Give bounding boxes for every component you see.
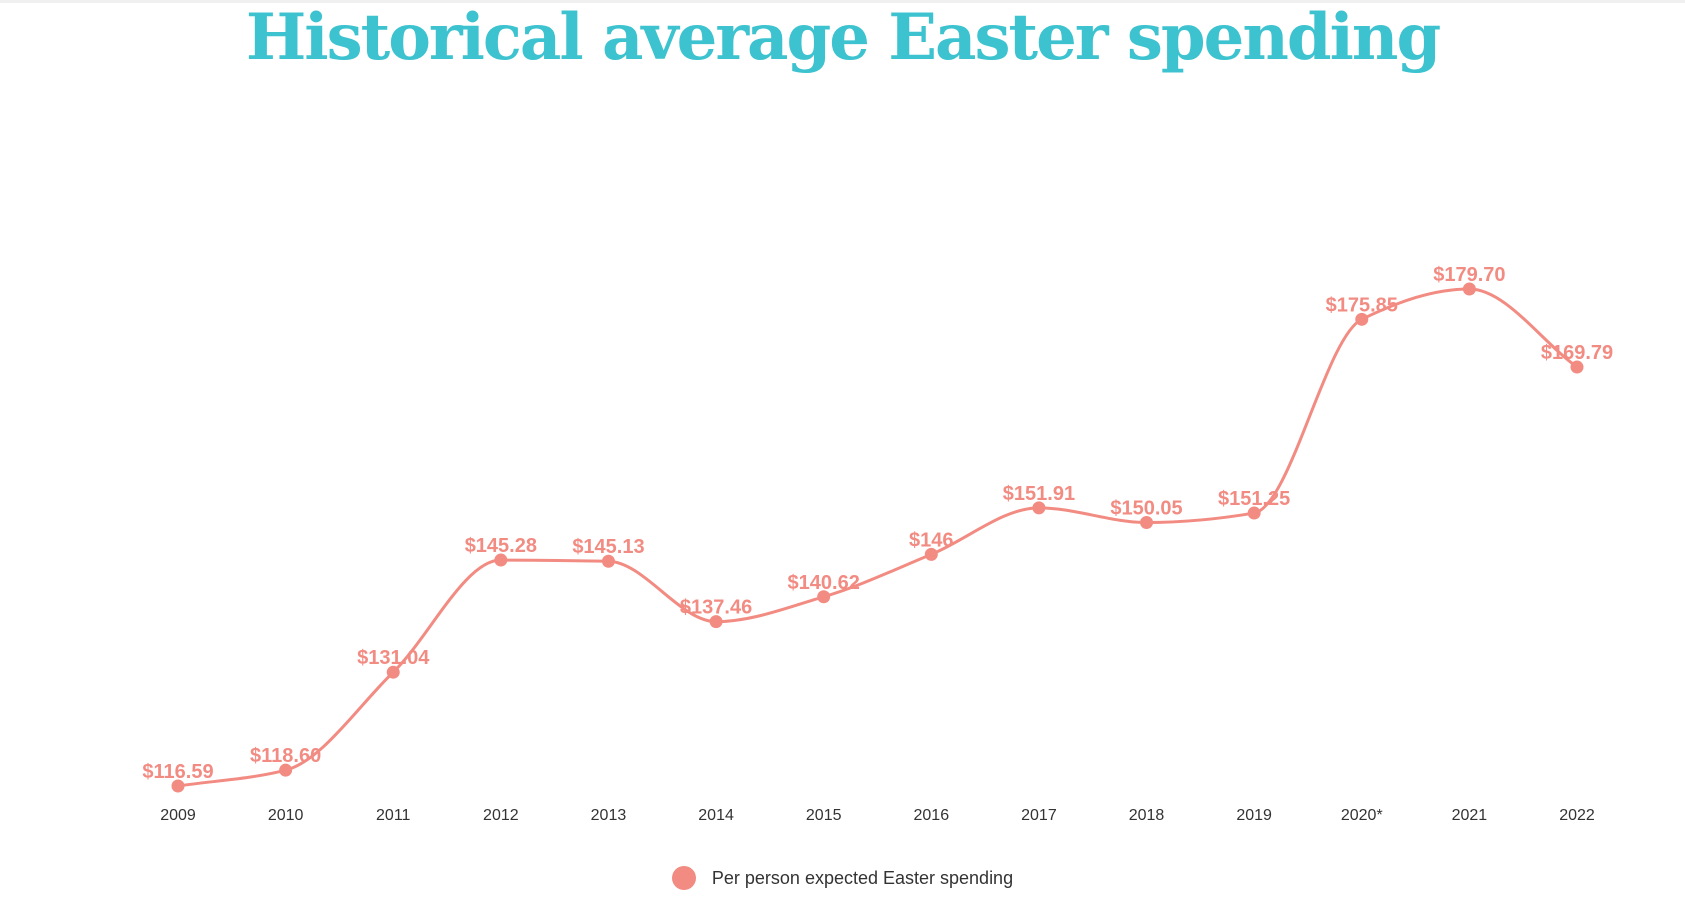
data-label: $131.04 bbox=[357, 647, 430, 669]
data-point[interactable] bbox=[1140, 515, 1154, 529]
data-label-layer: $116.59 $118.60 $131.04 $145.28 $145.13 $137.… bbox=[142, 264, 1613, 783]
data-label: $150.05 bbox=[1110, 497, 1182, 519]
data-point[interactable] bbox=[494, 553, 508, 567]
x-tick-label: 2019 bbox=[1236, 807, 1272, 824]
x-tick-label: 2018 bbox=[1129, 807, 1165, 824]
x-tick-label: 2012 bbox=[483, 807, 519, 824]
data-point[interactable] bbox=[1462, 282, 1476, 296]
x-tick-label: 2014 bbox=[698, 807, 734, 824]
data-label: $116.59 bbox=[142, 761, 213, 783]
data-point[interactable] bbox=[709, 615, 723, 629]
data-point[interactable] bbox=[601, 554, 615, 568]
series-line-layer bbox=[177, 287, 1578, 788]
data-label: $140.62 bbox=[788, 572, 860, 594]
data-point[interactable] bbox=[386, 665, 400, 679]
data-point[interactable] bbox=[1570, 360, 1584, 374]
data-point[interactable] bbox=[817, 590, 831, 604]
data-label: $145.13 bbox=[572, 536, 644, 558]
data-label: $145.28 bbox=[465, 535, 537, 557]
data-label: $179.70 bbox=[1433, 264, 1505, 286]
x-tick-label: 2011 bbox=[376, 807, 411, 824]
series-line bbox=[177, 287, 1578, 788]
data-point-layer bbox=[171, 282, 1584, 793]
data-point[interactable] bbox=[924, 547, 938, 561]
x-tick-label: 2022 bbox=[1559, 807, 1595, 824]
legend-label: Per person expected Easter spending bbox=[711, 867, 1014, 888]
data-label: $169.79 bbox=[1541, 342, 1613, 364]
top-rule bbox=[0, 0, 1685, 3]
x-tick-label: 2016 bbox=[914, 807, 950, 824]
data-label: $118.60 bbox=[250, 745, 321, 767]
x-tick-label: 2021 bbox=[1452, 807, 1488, 824]
x-tick-label: 2017 bbox=[1021, 807, 1057, 824]
data-label: $137.46 bbox=[680, 597, 752, 619]
data-point[interactable] bbox=[1355, 312, 1369, 326]
data-point[interactable] bbox=[1247, 506, 1261, 520]
data-label: $151.25 bbox=[1218, 488, 1290, 510]
data-label: $175.85 bbox=[1326, 294, 1398, 316]
x-tick-label: 2009 bbox=[160, 807, 196, 824]
x-tick-label: 2020* bbox=[1341, 807, 1383, 824]
data-point[interactable] bbox=[171, 779, 185, 793]
x-tick-label: 2013 bbox=[591, 807, 627, 824]
data-label: $146 bbox=[909, 529, 954, 551]
data-point[interactable] bbox=[279, 763, 293, 777]
data-point[interactable] bbox=[1032, 501, 1046, 515]
legend: Per person expected Easter spending bbox=[0, 866, 1685, 890]
x-axis-tick-layer: 2009 2010 2011 2012 2013 2014 2015 2016 2017 2018… bbox=[160, 807, 1595, 824]
data-label: $151.91 bbox=[1003, 483, 1075, 505]
legend-swatch bbox=[671, 866, 696, 890]
x-tick-label: 2015 bbox=[806, 807, 842, 824]
x-tick-label: 2010 bbox=[268, 807, 304, 824]
chart-title: Historical average Easter spending bbox=[245, 0, 1441, 75]
